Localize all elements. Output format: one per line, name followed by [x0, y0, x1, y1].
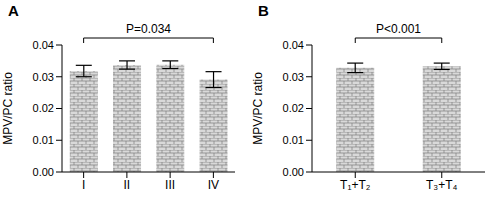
- svg-text:MPV/PC ratio: MPV/PC ratio: [251, 72, 265, 145]
- svg-text:0.04: 0.04: [283, 39, 304, 51]
- svg-text:0.03: 0.03: [283, 71, 304, 83]
- svg-text:T₁+T₂: T₁+T₂: [340, 178, 371, 192]
- svg-text:0.00: 0.00: [283, 166, 304, 178]
- svg-text:IV: IV: [208, 178, 219, 192]
- svg-text:II: II: [124, 178, 131, 192]
- svg-text:0.02: 0.02: [283, 102, 304, 114]
- svg-text:III: III: [165, 178, 175, 192]
- svg-text:0.02: 0.02: [33, 102, 54, 114]
- svg-text:0.03: 0.03: [33, 71, 54, 83]
- svg-text:0.04: 0.04: [33, 39, 54, 51]
- svg-text:MPV/PC ratio: MPV/PC ratio: [8, 72, 15, 145]
- svg-text:P<0.001: P<0.001: [376, 22, 421, 36]
- svg-text:P=0.034: P=0.034: [126, 22, 171, 36]
- svg-text:T₃+T₄: T₃+T₄: [426, 178, 458, 192]
- svg-text:B: B: [258, 2, 269, 19]
- svg-text:I: I: [82, 178, 85, 192]
- svg-text:0.00: 0.00: [33, 166, 54, 178]
- svg-text:A: A: [8, 2, 19, 19]
- svg-text:0.01: 0.01: [33, 134, 54, 146]
- svg-text:0.01: 0.01: [283, 134, 304, 146]
